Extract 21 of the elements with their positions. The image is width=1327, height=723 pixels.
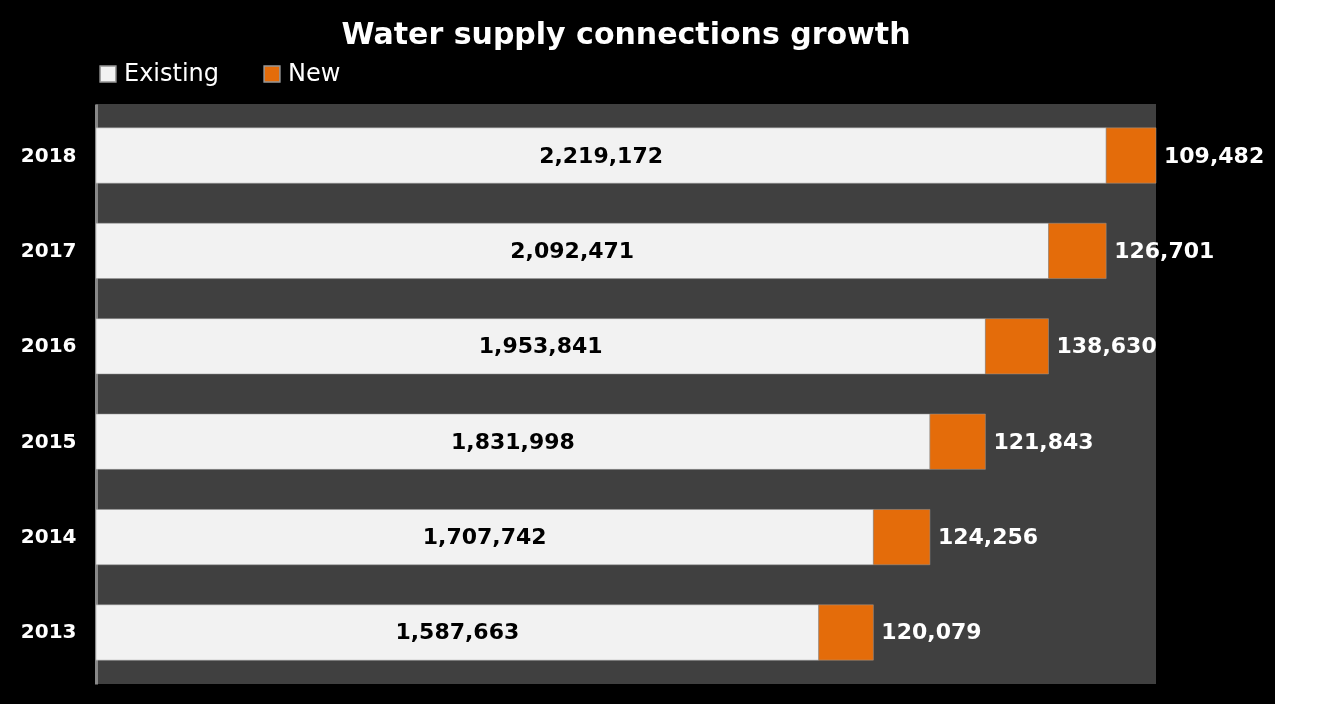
y-tick-label: 2015	[20, 428, 77, 453]
data-label: 2,219,172	[539, 142, 664, 168]
data-label: 2,092,471	[510, 237, 635, 263]
y-tick-label: 2016	[20, 333, 77, 358]
y-tick-label: 2013	[20, 619, 77, 644]
chart-title: Water supply connections growth	[341, 16, 911, 51]
y-tick-label: 2017	[20, 237, 77, 262]
data-label: 124,256	[937, 524, 1039, 550]
data-label: 1,831,998	[451, 428, 575, 454]
data-label: 121,843	[993, 428, 1094, 454]
data-label: 109,482	[1164, 142, 1265, 168]
data-label: 1,953,841	[478, 333, 603, 359]
data-label: 120,079	[881, 619, 982, 645]
data-label: 1,707,742	[422, 524, 547, 550]
y-tick-label: 2018	[20, 142, 77, 167]
data-label: 1,587,663	[395, 619, 520, 645]
legend-label: New	[288, 59, 341, 87]
legend-label: Existing	[124, 59, 220, 87]
data-label: 138,630	[1056, 333, 1157, 359]
data-label: 126,701	[1114, 237, 1215, 263]
y-tick-label: 2014	[20, 524, 77, 549]
